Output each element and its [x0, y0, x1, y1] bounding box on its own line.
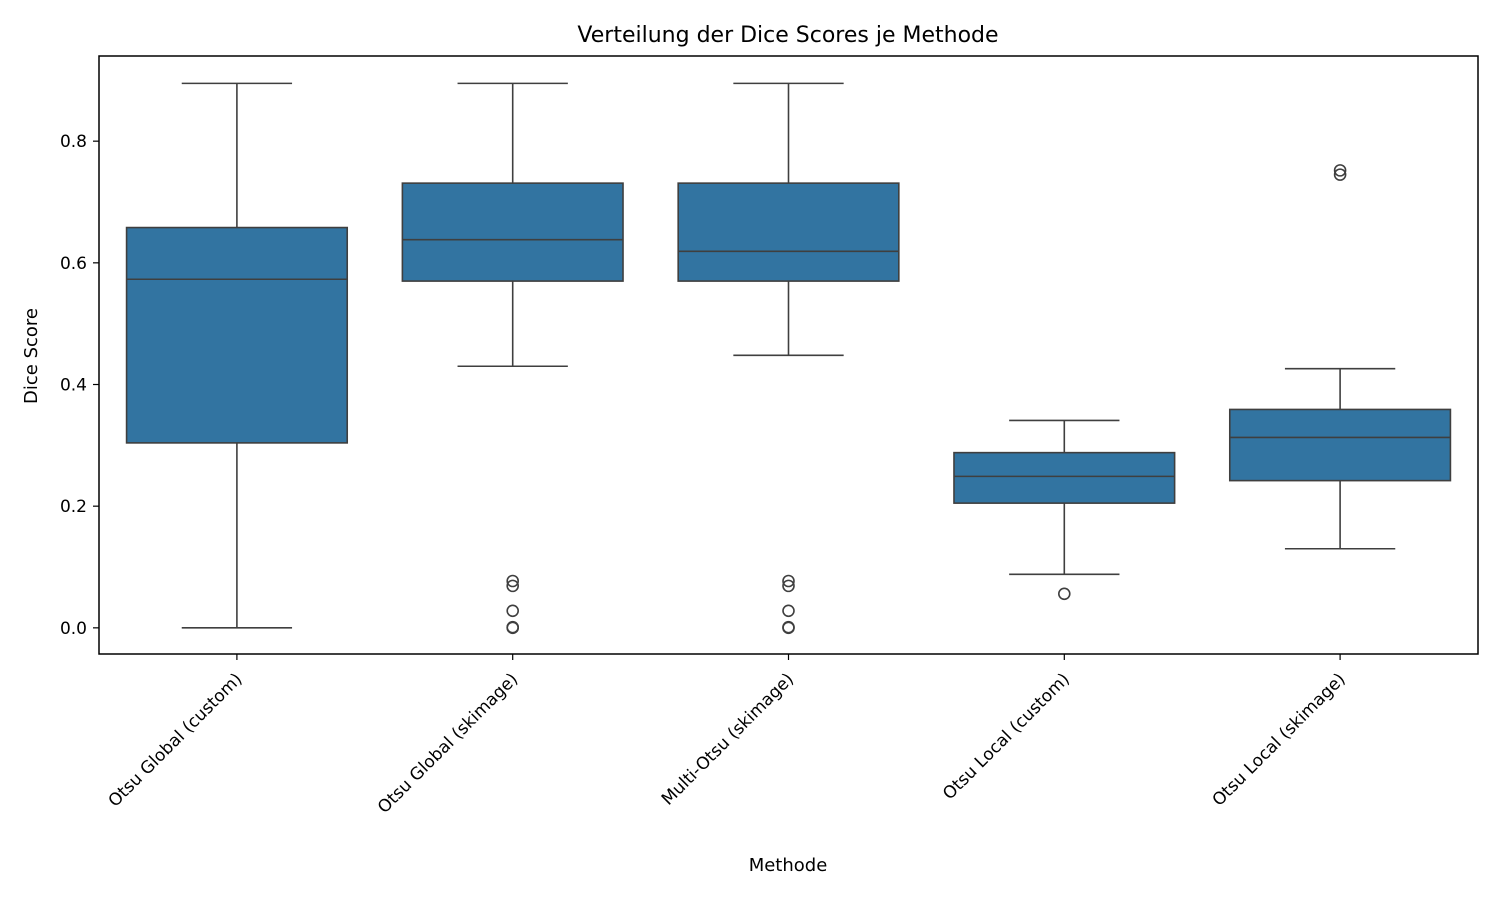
outlier-point [1333, 168, 1347, 181]
x-axis-label: Methode [749, 855, 828, 876]
y-tick-label: 0.2 [60, 497, 87, 517]
x-tick-label: Otsu Global (custom) [105, 669, 247, 811]
box [125, 226, 349, 444]
box-group [677, 82, 900, 635]
outlier-point [782, 579, 795, 593]
outlier-point [506, 574, 520, 588]
box [953, 451, 1176, 504]
box [677, 182, 900, 282]
x-tick-label: Otsu Global (skimage) [374, 669, 522, 817]
outlier-point [782, 604, 795, 618]
outlier-point [506, 621, 520, 635]
outlier-point [506, 579, 520, 593]
outlier-point [782, 621, 795, 635]
box [1228, 408, 1452, 482]
x-tick-label: Otsu Local (custom) [939, 669, 1074, 804]
y-axis-label: Dice Score [21, 308, 42, 404]
outlier-point [506, 604, 520, 618]
box-group [125, 82, 349, 629]
y-tick-label: 0.4 [60, 376, 87, 396]
chart-title: Verteilung der Dice Scores je Methode [577, 23, 998, 48]
box [401, 182, 624, 282]
x-tick-label: Otsu Local (skimage) [1209, 669, 1350, 810]
plot-area [125, 82, 1452, 635]
y-tick-label: 0.6 [60, 254, 87, 274]
box-group [401, 82, 624, 635]
box-group [953, 419, 1176, 601]
outlier-point [782, 574, 795, 588]
x-tick-label: Multi-Otsu (skimage) [658, 669, 798, 809]
outlier-point [1333, 164, 1347, 177]
y-tick-label: 0.0 [60, 619, 87, 639]
y-tick-label: 0.8 [60, 132, 87, 152]
box-group [1228, 164, 1452, 550]
outlier-point [1058, 587, 1071, 601]
